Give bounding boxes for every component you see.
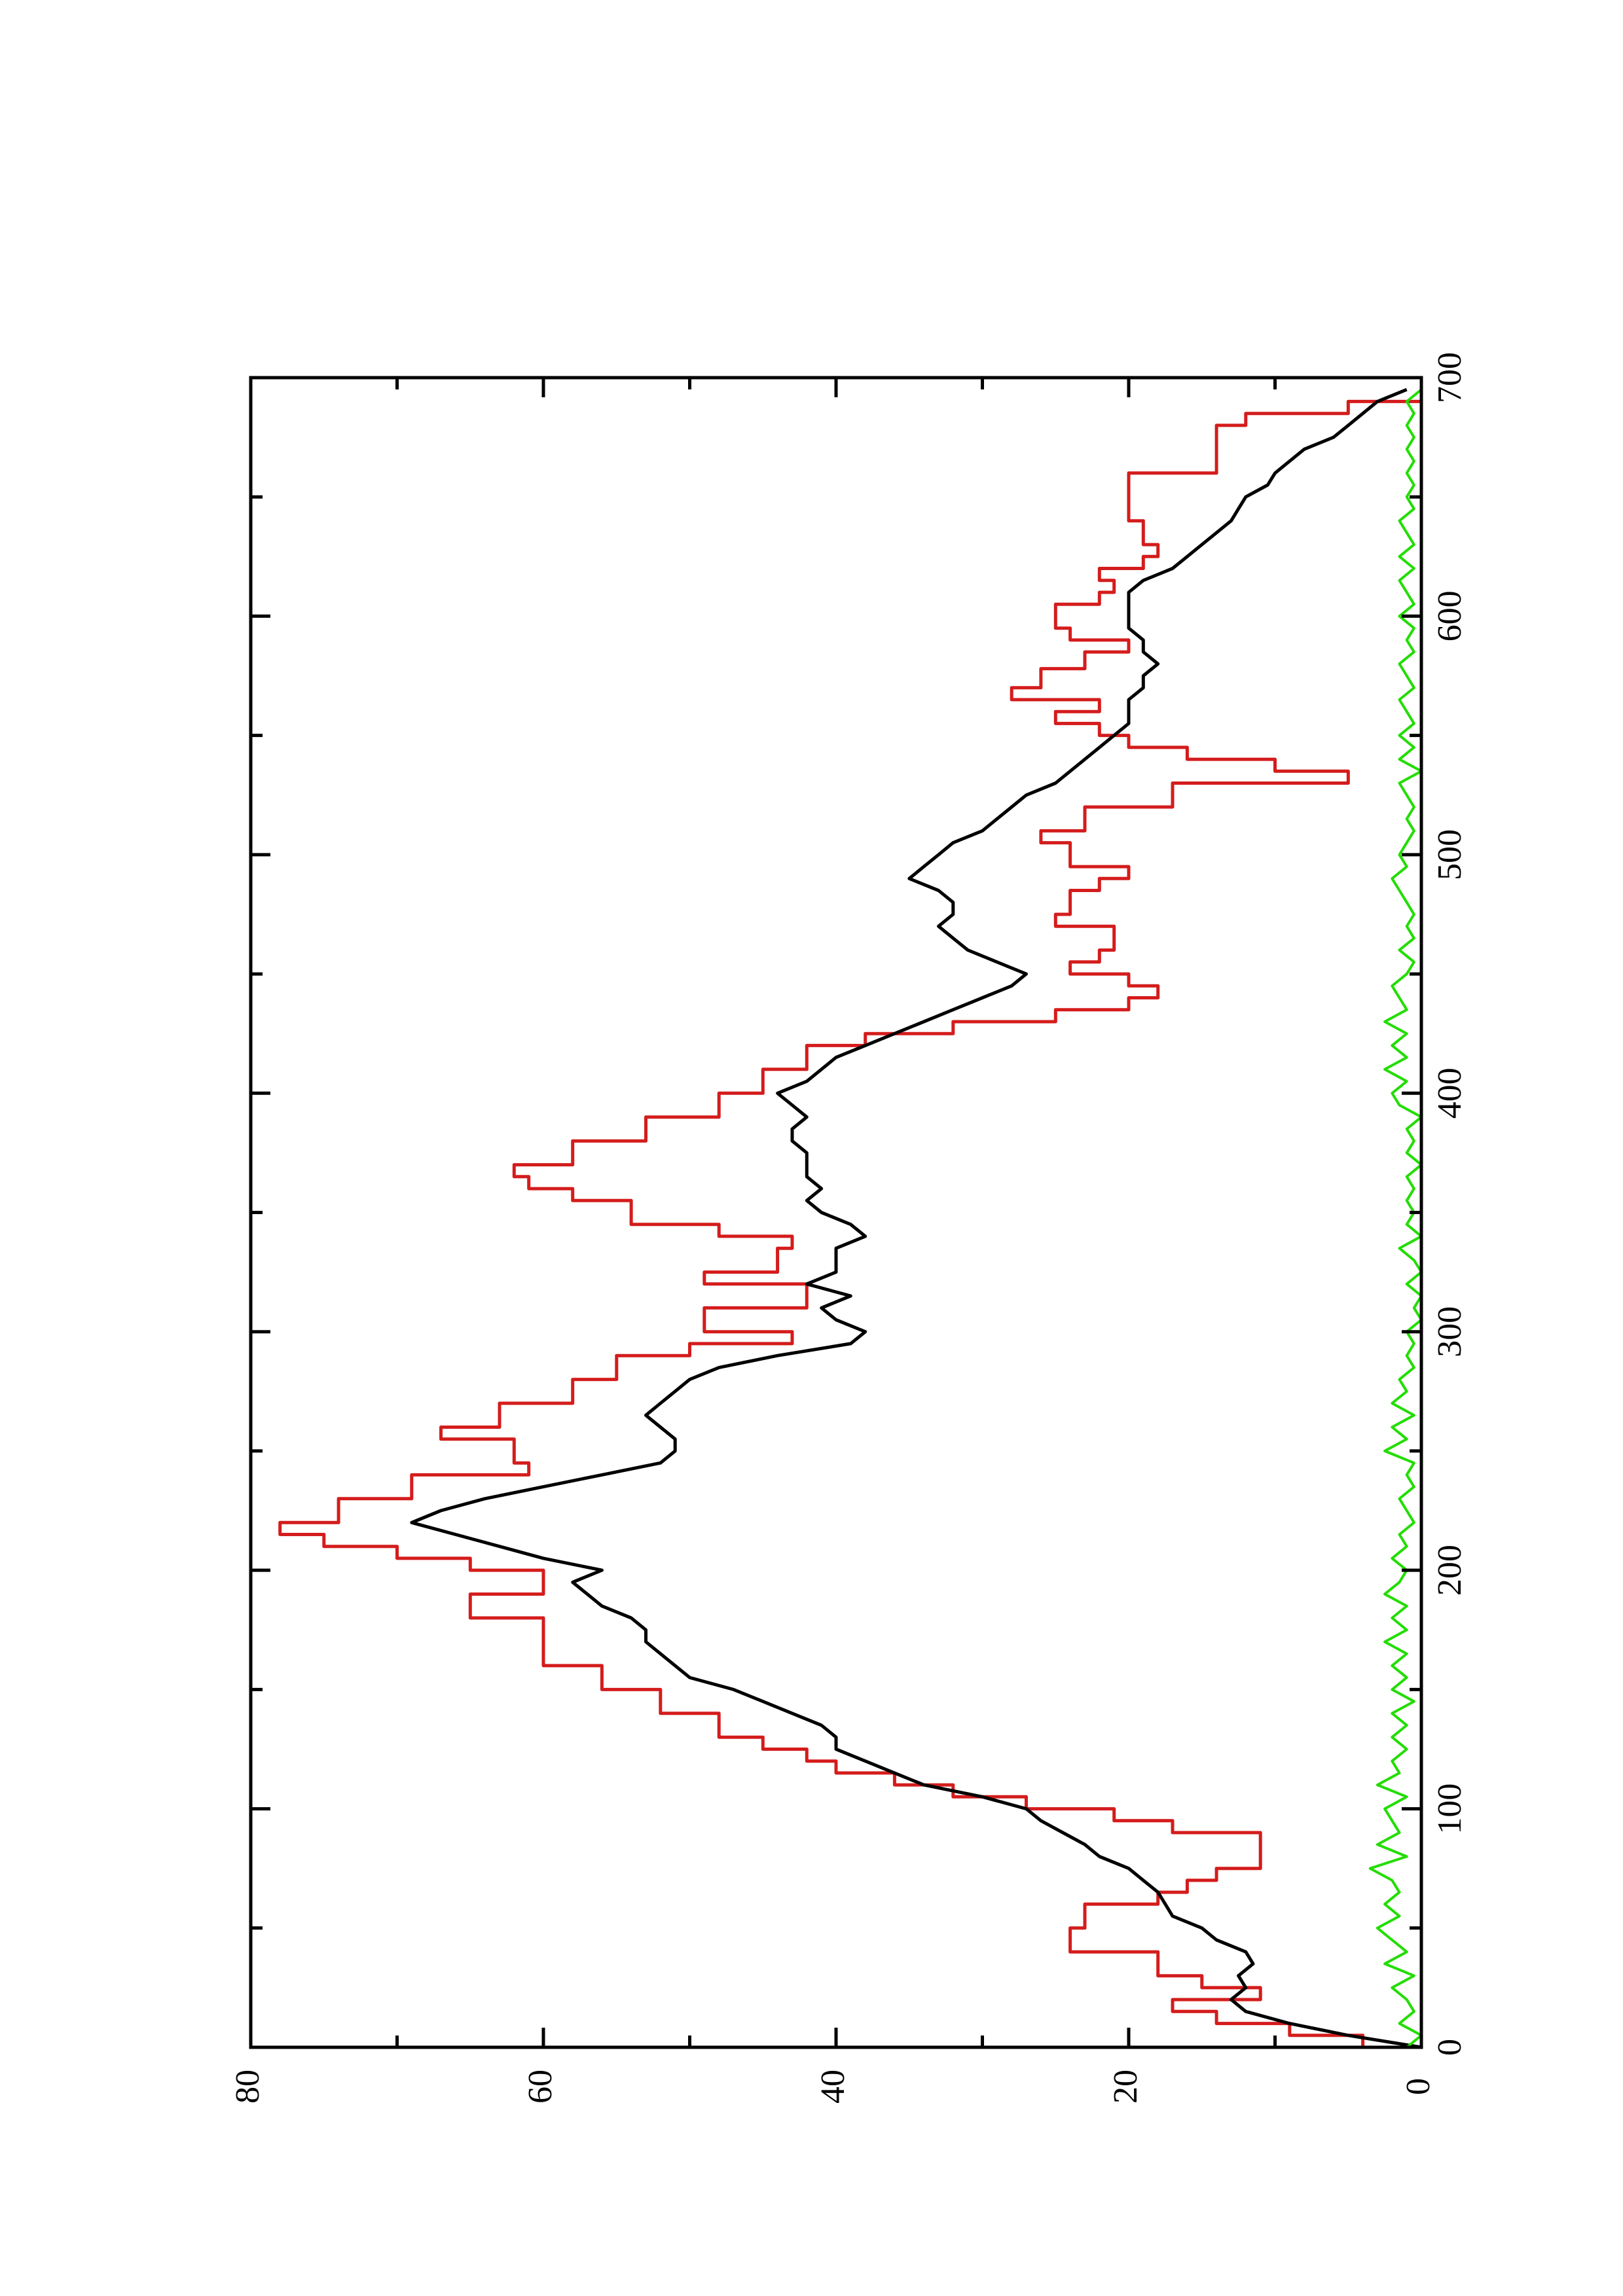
y-tick-label: 20 <box>1107 2070 1144 2104</box>
plot-frame <box>249 376 1423 2049</box>
series-layer <box>278 387 1423 2049</box>
x-tick-label: 200 <box>1431 1545 1468 1596</box>
tick-label-layer: 0 100 200 300 400 500 600 700 0 20 40 60 80 <box>229 352 1468 2104</box>
y-tick-label: 40 <box>814 2070 852 2104</box>
series-line-3 <box>1368 388 1423 2049</box>
x-tick-label: 500 <box>1431 829 1468 880</box>
tick-layer <box>249 376 1423 2049</box>
series-line-2 <box>410 387 1422 2049</box>
x-tick-label: 700 <box>1431 352 1468 403</box>
x-tick-label: 400 <box>1431 1067 1468 1119</box>
x-tick-label: 100 <box>1431 1784 1468 1835</box>
x-tick-label: 600 <box>1431 590 1468 641</box>
x-tick-label: 0 <box>1431 2039 1468 2056</box>
x-tick-label: 300 <box>1431 1306 1468 1357</box>
series-line-1 <box>278 391 1423 2049</box>
y-tick-label: 80 <box>229 2070 266 2104</box>
y-tick-label: 0 <box>1400 2078 1437 2095</box>
y-tick-label: 60 <box>522 2070 559 2104</box>
